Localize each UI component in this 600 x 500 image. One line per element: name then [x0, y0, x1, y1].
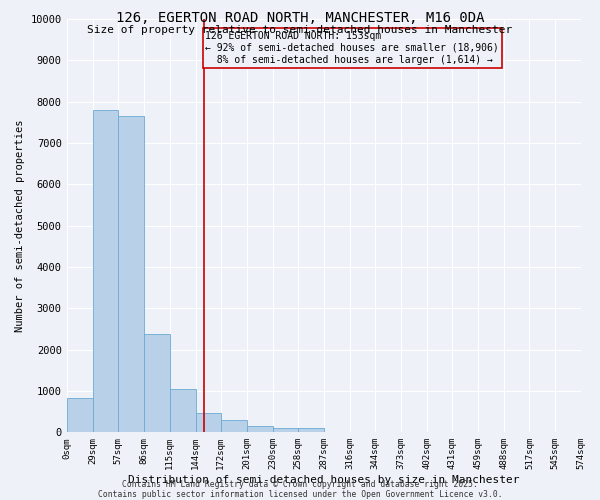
Text: Size of property relative to semi-detached houses in Manchester: Size of property relative to semi-detach… — [88, 25, 512, 35]
Bar — [118, 116, 143, 432]
Bar — [221, 420, 247, 432]
Bar — [272, 428, 298, 432]
Bar — [298, 428, 323, 432]
Text: 126 EGERTON ROAD NORTH: 153sqm
← 92% of semi-detached houses are smaller (18,906: 126 EGERTON ROAD NORTH: 153sqm ← 92% of … — [205, 32, 499, 64]
Bar — [143, 334, 170, 432]
Bar — [247, 426, 272, 432]
Text: 126, EGERTON ROAD NORTH, MANCHESTER, M16 0DA: 126, EGERTON ROAD NORTH, MANCHESTER, M16… — [116, 11, 484, 25]
Y-axis label: Number of semi-detached properties: Number of semi-detached properties — [15, 120, 25, 332]
Text: Contains HM Land Registry data © Crown copyright and database right 2025.
Contai: Contains HM Land Registry data © Crown c… — [98, 480, 502, 499]
Bar — [92, 110, 118, 432]
Bar — [196, 414, 221, 432]
X-axis label: Distribution of semi-detached houses by size in Manchester: Distribution of semi-detached houses by … — [128, 475, 520, 485]
Bar — [170, 389, 196, 432]
Bar — [67, 398, 92, 432]
